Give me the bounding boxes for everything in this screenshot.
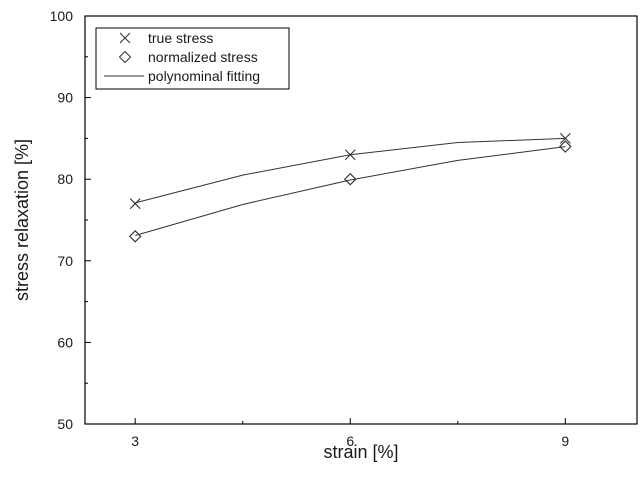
axes: [84, 15, 638, 425]
legend-label-true-stress: true stress: [148, 30, 213, 46]
x-tick-label: 3: [131, 433, 139, 449]
y-tick-label: 60: [57, 334, 73, 350]
cross-marker: [129, 198, 141, 210]
legend-cross-icon: [119, 32, 131, 44]
cross-marker: [344, 149, 356, 161]
tick-labels: 3 6 9 50 60 70 80 90 100: [50, 8, 570, 449]
fit-lines: [135, 137, 566, 236]
fit-curve: [135, 146, 566, 236]
y-tick-label: 100: [50, 8, 74, 24]
cross-marker: [559, 133, 571, 144]
x-tick-label: 9: [561, 433, 569, 449]
y-tick-label: 90: [57, 90, 73, 106]
legend-label-normalized-stress: normalized stress: [148, 49, 258, 65]
legend-label-polynominal-fitting: polynominal fitting: [148, 68, 260, 84]
legend-diamond-icon: [118, 50, 132, 64]
legend: true stress normalized stress polynomina…: [95, 27, 290, 90]
diamond-marker: [343, 172, 357, 186]
y-tick-label: 50: [57, 416, 73, 432]
y-tick-label: 70: [57, 253, 73, 269]
x-axis-title: strain [%]: [323, 442, 398, 462]
legend-box: [95, 27, 290, 90]
y-axis-title: stress relaxation [%]: [12, 139, 32, 301]
y-tick-label: 80: [57, 171, 73, 187]
x-tick-label: 6: [346, 433, 354, 449]
diamond-marker: [559, 140, 572, 153]
fit-curve: [135, 137, 566, 204]
diamond-marker: [128, 230, 142, 243]
data-markers: [128, 133, 572, 243]
